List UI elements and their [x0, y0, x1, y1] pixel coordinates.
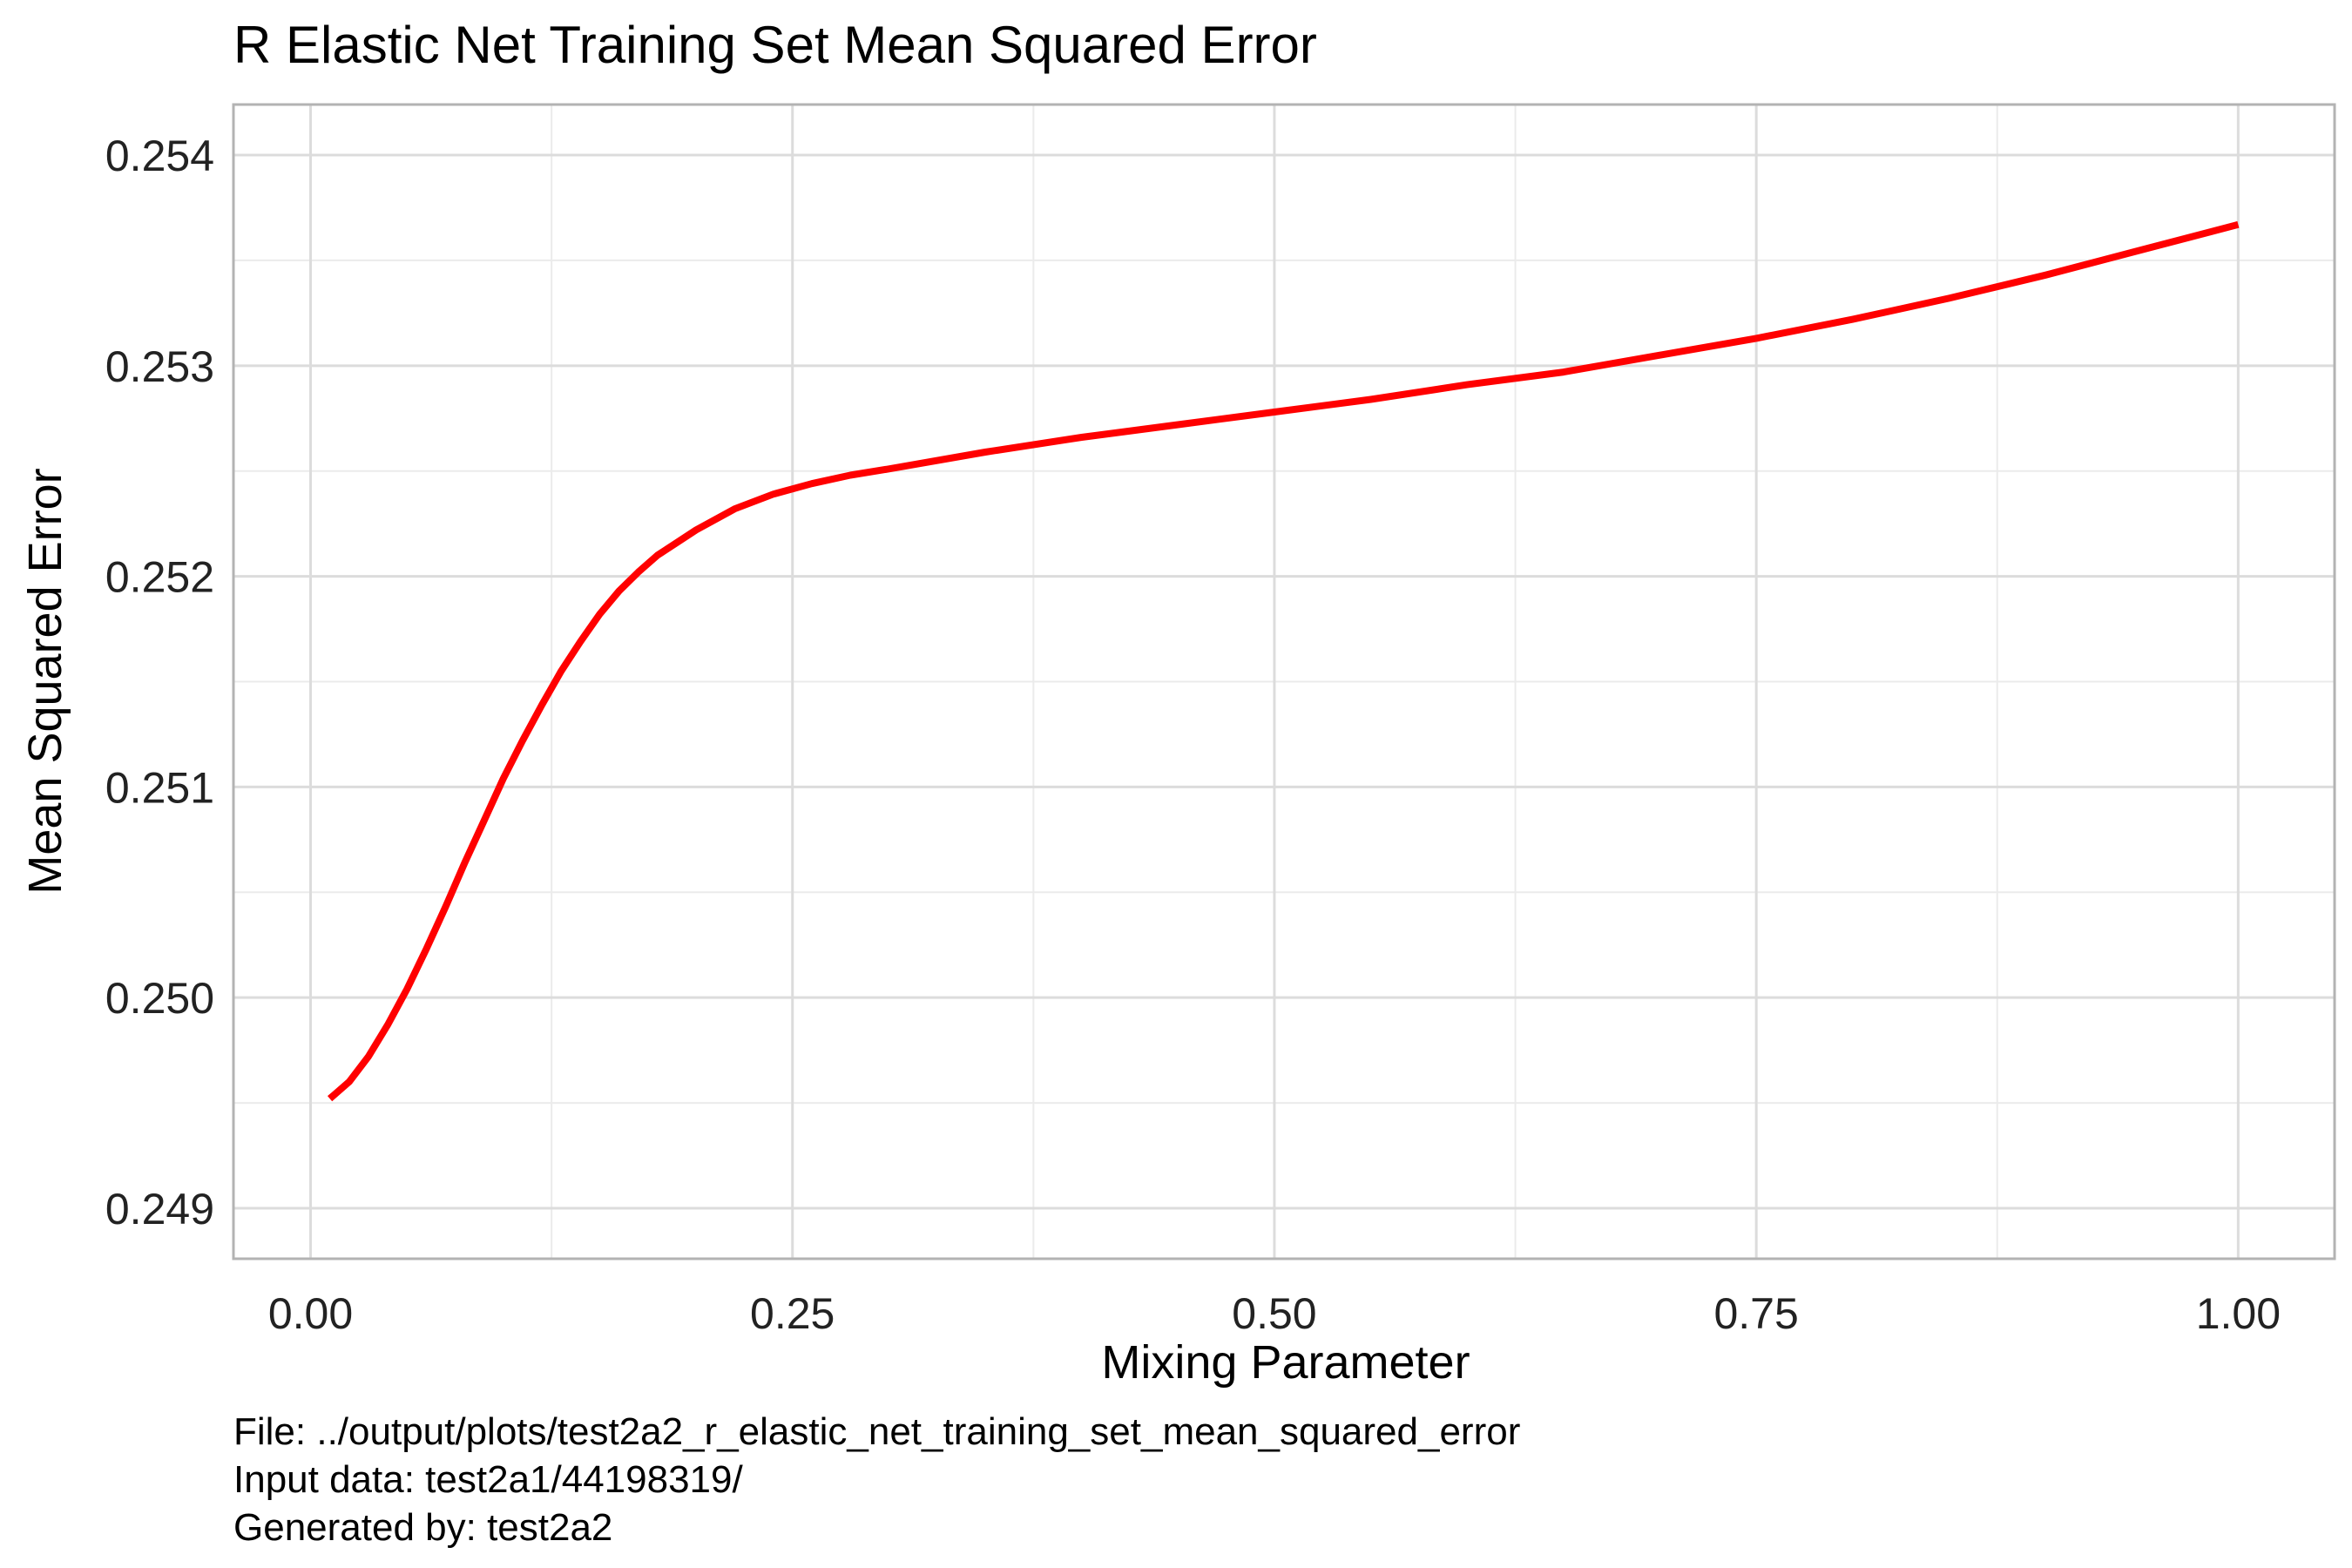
y-tick-label: 0.251	[105, 763, 214, 812]
y-axis-title: Mean Squared Error	[19, 468, 71, 894]
y-tick-label: 0.249	[105, 1185, 214, 1233]
caption-generated-line: Generated by: test2a2	[233, 1506, 612, 1549]
series-line	[327, 220, 2240, 1102]
x-axis-title: Mixing Parameter	[1101, 1336, 1470, 1389]
y-tick-label: 0.252	[105, 553, 214, 602]
grid-minor	[233, 105, 2335, 1259]
chart-title: R Elastic Net Training Set Mean Squared …	[233, 16, 1317, 74]
x-tick-label: 0.75	[1713, 1289, 1798, 1338]
x-tick-label: 1.00	[2196, 1289, 2281, 1338]
plot-panel-border	[232, 103, 2336, 1260]
caption-input-line: Input data: test2a1/44198319/	[233, 1458, 743, 1501]
x-tick-label: 0.50	[1232, 1289, 1316, 1338]
x-tick-label: 0.00	[268, 1289, 353, 1338]
grid-major	[233, 105, 2335, 1259]
y-tick-label: 0.253	[105, 342, 214, 391]
x-tick-labels: 0.00 0.25 0.50 0.75 1.00	[268, 1289, 2281, 1338]
y-tick-label: 0.250	[105, 974, 214, 1023]
y-tick-labels: 0.249 0.250 0.251 0.252 0.253 0.254	[105, 132, 214, 1233]
caption-file-line: File: ../output/plots/test2a2_r_elastic_…	[233, 1410, 1520, 1453]
x-tick-label: 0.25	[750, 1289, 835, 1338]
y-tick-label: 0.254	[105, 132, 214, 180]
